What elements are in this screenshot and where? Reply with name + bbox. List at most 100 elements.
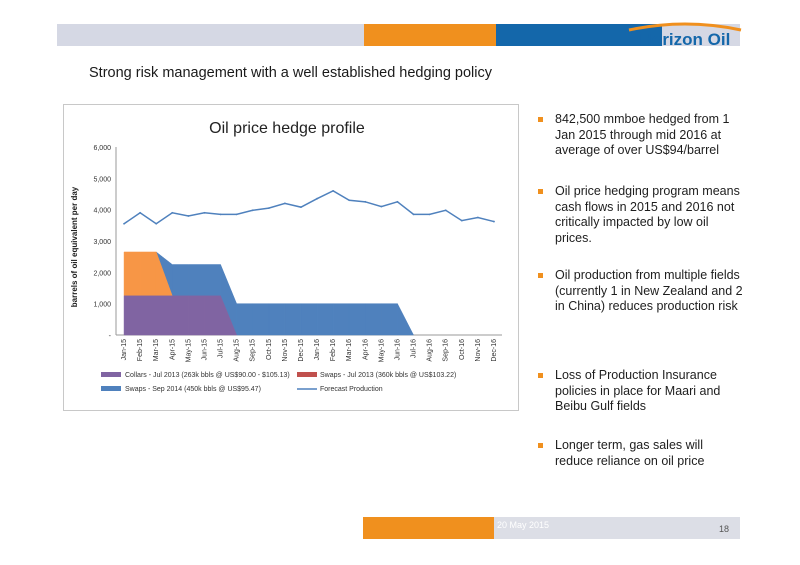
area-segment-collars [155, 295, 173, 336]
area-segment-swaps [381, 303, 398, 336]
area-segment-swaps [139, 251, 157, 297]
y-tick-label: 6,000 [93, 145, 111, 152]
x-tick-label: Jun-16 [394, 339, 401, 361]
forecast-production-point [283, 202, 286, 205]
area-segment-swaps [123, 251, 141, 297]
forecast-production-point [396, 200, 399, 203]
y-tick-label: 4,000 [93, 208, 111, 215]
legend-swatch-swaps-sep [101, 386, 121, 391]
legend-swatch-collars [101, 372, 121, 377]
area-segment-swaps [204, 264, 221, 297]
y-tick-label: 2,000 [93, 270, 111, 277]
legend-label-collars: Collars - Jul 2013 (263k bbls @ US$90.00… [125, 372, 290, 379]
forecast-production-point [171, 211, 174, 214]
x-tick-label: Sep-15 [250, 339, 257, 362]
area-segment-collars [188, 295, 205, 336]
area-segment-collars [204, 295, 221, 336]
x-tick-label: Mar-15 [153, 339, 160, 361]
forecast-production-point [493, 220, 495, 223]
bullet-text: Oil production from multiple fields (cur… [555, 268, 743, 313]
legend-swatch-swaps-jul [297, 372, 317, 377]
area-segment-swaps [332, 303, 350, 336]
area-segment-swaps [188, 264, 205, 297]
x-tick-label: Jun-15 [201, 339, 208, 361]
x-tick-label: Jul-15 [218, 339, 225, 358]
hedge-chart: Oil price hedge profile barrels of oil e… [63, 104, 519, 411]
footer-gray-band [494, 517, 740, 539]
header-gray-band-right [662, 24, 740, 46]
y-tick-label: 3,000 [93, 239, 111, 246]
area-segment-swaps [300, 303, 318, 336]
forecast-production-point [219, 213, 222, 216]
footer-orange-band [363, 517, 494, 539]
x-tick-label: Jan-15 [121, 339, 128, 361]
x-tick-label: May-16 [378, 339, 385, 362]
x-tick-label: Jan-16 [314, 339, 321, 361]
x-tick-label: Aug-15 [234, 339, 241, 362]
forecast-production-point [476, 216, 479, 219]
forecast-production-point [428, 213, 431, 216]
forecast-production-point [316, 197, 318, 200]
header-orange-band [364, 24, 496, 46]
area-segment-swaps [284, 303, 302, 336]
forecast-production-point [139, 211, 142, 214]
legend-label-forecast: Forecast Production [320, 386, 383, 393]
x-tick-label: Sep-16 [443, 339, 450, 362]
area-segment-collars [220, 295, 237, 336]
chart-legend: Collars - Jul 2013 (263k bbls @ US$90.00… [101, 372, 456, 393]
forecast-production-point [364, 200, 367, 203]
x-tick-label: Dec-15 [298, 339, 305, 362]
x-tick-label: Jul-16 [411, 339, 418, 358]
bullet-marker-icon [538, 273, 543, 278]
x-tick-label: Dec-16 [491, 339, 498, 362]
x-tick-label: Oct-15 [266, 339, 273, 360]
forecast-production-point [155, 222, 158, 225]
y-tick-label: 5,000 [93, 176, 111, 183]
forecast-production-point [203, 211, 206, 214]
logo-text: Horizon Oil [640, 30, 731, 49]
x-tick-label: Nov-15 [282, 339, 289, 362]
legend-label-swaps-jul: Swaps - Jul 2013 (360k bbls @ US$103.22) [320, 372, 456, 379]
page-number: 18 [719, 524, 730, 534]
area-segment-swaps [316, 303, 334, 336]
bullet-text: Longer term, gas sales will reduce relia… [555, 438, 705, 468]
x-tick-label: Oct-16 [459, 339, 466, 360]
forecast-production-point [460, 219, 463, 222]
forecast-production-point [412, 213, 415, 216]
x-tick-label: Nov-16 [475, 339, 482, 362]
forecast-production-point [332, 189, 335, 192]
area-segment-collars [172, 295, 189, 336]
forecast-production-point [380, 205, 383, 208]
x-tick-label: Apr-16 [362, 339, 369, 360]
bullet-marker-icon [538, 373, 543, 378]
header-bar [57, 24, 740, 46]
forecast-production-point [187, 215, 190, 217]
y-tick-label: 1,000 [93, 302, 111, 309]
bullet-marker-icon [538, 117, 543, 122]
x-tick-label: Feb-15 [137, 339, 144, 361]
x-tick-label: Apr-15 [169, 339, 176, 360]
legend-label-swaps-sep: Swaps - Sep 2014 (450k bbls @ US$95.47) [125, 386, 261, 393]
area-segment-swaps [397, 303, 414, 336]
chart-title: Oil price hedge profile [209, 120, 365, 137]
y-tick-label: - [109, 333, 112, 340]
area-segment-collars [123, 295, 141, 336]
forecast-production-point [300, 206, 302, 209]
forecast-production-point [444, 209, 447, 212]
horizon-oil-logo: Horizon Oil [628, 22, 742, 49]
area-segment-collars [139, 295, 157, 336]
header-gray-band [57, 24, 364, 46]
forecast-production-line [123, 190, 495, 225]
bullet-text: Loss of Production Insurance policies in… [555, 368, 721, 413]
bullet-marker-icon [538, 189, 543, 194]
hedge-chart-svg: Oil price hedge profile barrels of oil e… [70, 120, 502, 393]
header-blue-band [496, 24, 662, 46]
y-axis-label: barrels of oil equivalent per day [70, 186, 79, 307]
logo-swoosh-icon [628, 22, 742, 32]
forecast-production-point [348, 199, 351, 202]
slide-title: Strong risk management with a well estab… [89, 65, 492, 81]
area-segment-swaps [252, 303, 270, 336]
area-segment-swaps [268, 303, 286, 336]
forecast-production-point [251, 209, 254, 212]
bullet-text: Oil price hedging program means cash flo… [555, 184, 740, 245]
